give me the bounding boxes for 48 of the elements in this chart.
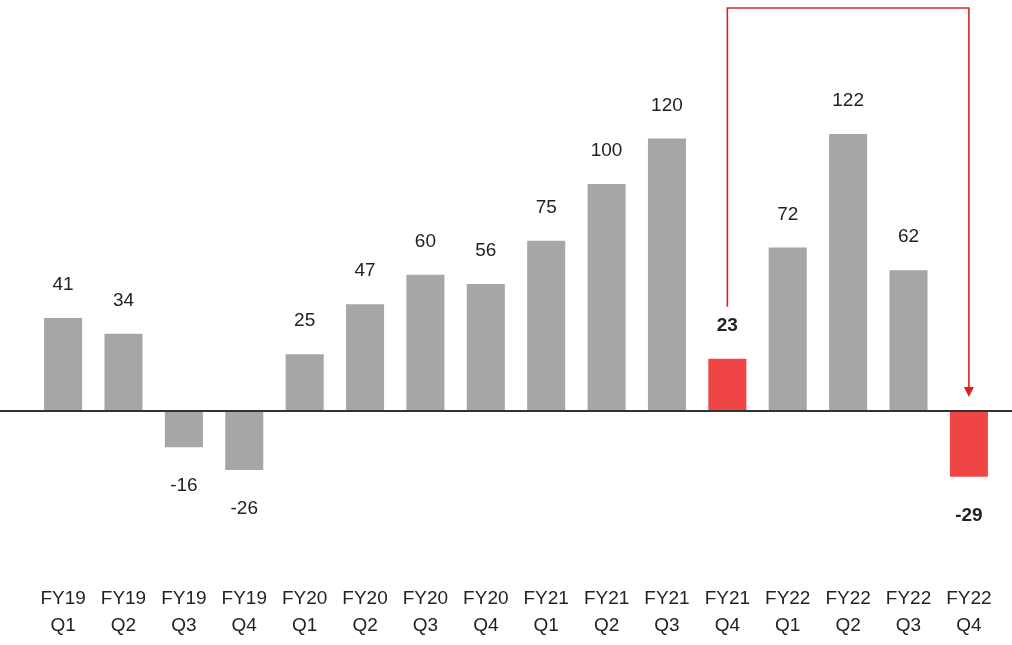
bar bbox=[587, 184, 626, 411]
x-tick-label: FY21 Q3 bbox=[644, 587, 690, 636]
x-tick-label: FY22 Q2 bbox=[825, 587, 871, 636]
data-label: 60 bbox=[414, 229, 436, 251]
bar bbox=[647, 138, 686, 411]
data-label: 25 bbox=[294, 309, 316, 331]
x-tick-label: FY20 Q1 bbox=[281, 587, 328, 636]
x-tick-label: FY22 Q4 bbox=[946, 587, 992, 636]
data-label: 34 bbox=[112, 288, 135, 310]
bar bbox=[949, 411, 988, 477]
x-tick-label: FY21 Q4 bbox=[704, 587, 751, 636]
data-label: 75 bbox=[535, 195, 557, 217]
data-label: 41 bbox=[52, 272, 74, 294]
x-tick-label: FY22 Q1 bbox=[765, 587, 811, 636]
bar bbox=[829, 134, 868, 411]
x-tick-label: FY21 Q1 bbox=[523, 587, 569, 636]
x-tick-label: FY20 Q2 bbox=[342, 587, 388, 636]
bar bbox=[889, 270, 928, 411]
data-label: 56 bbox=[475, 238, 497, 260]
x-tick-label: FY22 Q3 bbox=[885, 587, 932, 636]
data-label: 120 bbox=[651, 93, 683, 115]
data-label: -16 bbox=[170, 474, 198, 496]
x-tick-label: FY20 Q4 bbox=[463, 587, 509, 636]
bar bbox=[225, 411, 264, 471]
x-tick-label: FY19 Q2 bbox=[100, 587, 147, 636]
bar bbox=[104, 333, 143, 411]
bar bbox=[406, 274, 445, 411]
bar bbox=[285, 354, 324, 411]
data-label: 62 bbox=[897, 225, 920, 247]
data-label: -29 bbox=[955, 503, 983, 525]
bar bbox=[346, 304, 385, 411]
bar bbox=[768, 247, 807, 411]
data-label: 72 bbox=[777, 202, 799, 224]
data-label: 47 bbox=[354, 259, 376, 281]
data-label: 23 bbox=[716, 313, 738, 335]
x-tick-label: FY19 Q1 bbox=[40, 587, 86, 636]
x-tick-label: FY19 Q3 bbox=[161, 587, 207, 636]
bar bbox=[164, 411, 203, 448]
bar bbox=[44, 317, 83, 411]
data-label: -26 bbox=[230, 497, 258, 519]
data-label: 100 bbox=[590, 139, 623, 160]
data-label: 122 bbox=[832, 89, 864, 111]
bar bbox=[527, 240, 566, 411]
bar bbox=[708, 358, 747, 411]
bar bbox=[466, 283, 505, 411]
x-tick-label: FY19 Q4 bbox=[221, 587, 267, 636]
x-tick-label: FY21 Q2 bbox=[583, 587, 630, 636]
x-tick-label: FY20 Q3 bbox=[402, 587, 449, 636]
